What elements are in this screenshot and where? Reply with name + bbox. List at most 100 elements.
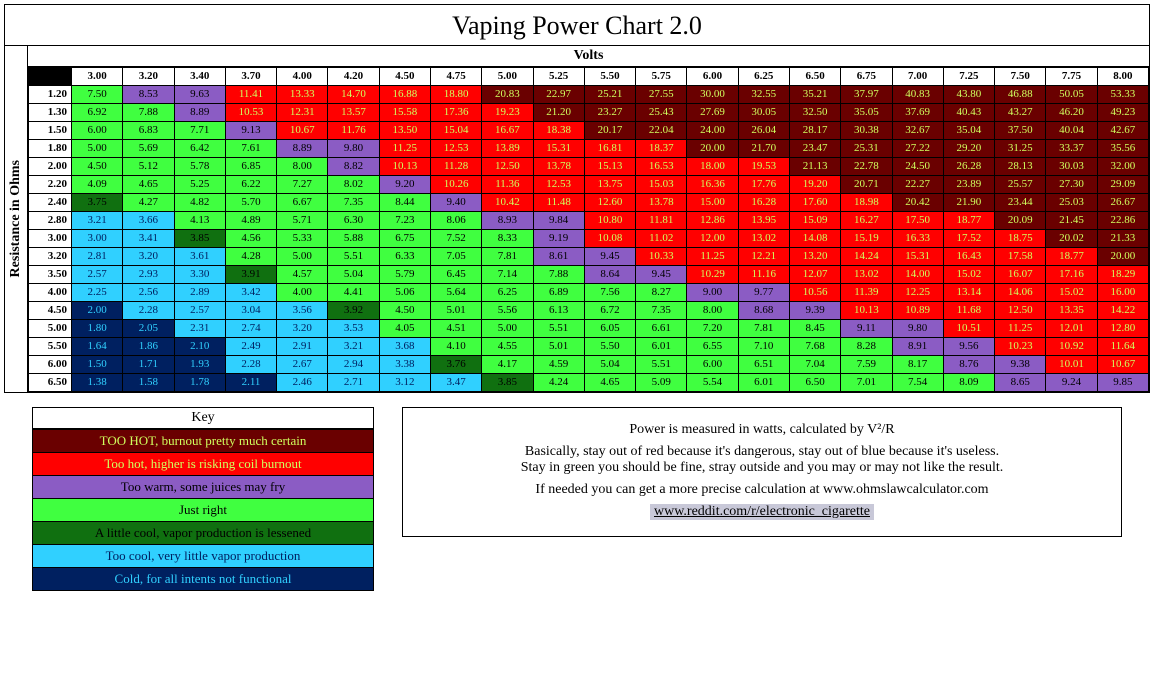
ohms-header: 3.20: [29, 248, 72, 266]
watt-cell: 10.80: [584, 212, 635, 230]
watt-cell: 14.06: [995, 284, 1046, 302]
volts-header: 7.00: [892, 68, 943, 86]
watt-cell: 8.33: [482, 230, 533, 248]
watt-cell: 28.13: [995, 158, 1046, 176]
ohms-header: 1.20: [29, 86, 72, 104]
watt-cell: 1.80: [72, 320, 123, 338]
watt-cell: 5.01: [533, 338, 584, 356]
watt-cell: 18.38: [533, 122, 584, 140]
watt-cell: 5.71: [277, 212, 328, 230]
watt-cell: 12.01: [1046, 320, 1097, 338]
watt-cell: 11.64: [1097, 338, 1148, 356]
watt-cell: 5.12: [123, 158, 174, 176]
source-link[interactable]: www.reddit.com/r/electronic_cigarette: [650, 504, 874, 520]
watt-cell: 21.33: [1097, 230, 1148, 248]
watt-cell: 8.64: [584, 266, 635, 284]
watt-cell: 2.91: [277, 338, 328, 356]
watt-cell: 13.95: [738, 212, 789, 230]
watt-cell: 25.03: [1046, 194, 1097, 212]
watt-cell: 8.89: [277, 140, 328, 158]
watt-cell: 11.36: [482, 176, 533, 194]
watt-cell: 3.76: [430, 356, 481, 374]
watt-cell: 7.81: [738, 320, 789, 338]
watt-cell: 5.79: [379, 266, 430, 284]
watt-cell: 7.14: [482, 266, 533, 284]
watt-cell: 15.31: [892, 248, 943, 266]
watt-cell: 14.24: [841, 248, 892, 266]
watt-cell: 16.36: [687, 176, 738, 194]
watt-cell: 6.42: [174, 140, 225, 158]
watt-cell: 46.20: [1046, 104, 1097, 122]
watt-cell: 16.33: [892, 230, 943, 248]
volts-header: 3.00: [72, 68, 123, 86]
watt-cell: 3.38: [379, 356, 430, 374]
volts-header: 5.25: [533, 68, 584, 86]
ohms-header: 1.50: [29, 122, 72, 140]
watt-cell: 1.71: [123, 356, 174, 374]
watt-cell: 16.53: [636, 158, 687, 176]
watt-cell: 7.68: [789, 338, 840, 356]
volts-header: 6.25: [738, 68, 789, 86]
watt-cell: 35.21: [789, 86, 840, 104]
watt-cell: 2.74: [225, 320, 276, 338]
watt-cell: 2.05: [123, 320, 174, 338]
watt-cell: 16.27: [841, 212, 892, 230]
watt-cell: 6.85: [225, 158, 276, 176]
watt-cell: 16.28: [738, 194, 789, 212]
watt-cell: 7.04: [789, 356, 840, 374]
volts-header: 5.00: [482, 68, 533, 86]
watt-cell: 11.39: [841, 284, 892, 302]
watt-cell: 24.00: [687, 122, 738, 140]
watt-cell: 3.85: [482, 374, 533, 392]
watt-cell: 10.08: [584, 230, 635, 248]
watt-cell: 9.84: [533, 212, 584, 230]
watt-cell: 30.05: [738, 104, 789, 122]
legend-row: Too hot, higher is risking coil burnout: [33, 452, 373, 475]
watt-cell: 8.53: [123, 86, 174, 104]
watt-cell: 1.93: [174, 356, 225, 374]
watt-cell: 23.89: [943, 176, 994, 194]
watt-cell: 13.02: [738, 230, 789, 248]
volts-header: 4.00: [277, 68, 328, 86]
watt-cell: 7.50: [72, 86, 123, 104]
watt-cell: 4.50: [72, 158, 123, 176]
watt-cell: 26.28: [943, 158, 994, 176]
watt-cell: 40.04: [1046, 122, 1097, 140]
watt-cell: 4.65: [123, 176, 174, 194]
watt-cell: 12.00: [687, 230, 738, 248]
watt-cell: 9.85: [1097, 374, 1148, 392]
watt-cell: 15.09: [789, 212, 840, 230]
ohms-header: 5.50: [29, 338, 72, 356]
watt-cell: 17.76: [738, 176, 789, 194]
watt-cell: 18.75: [995, 230, 1046, 248]
watt-cell: 3.85: [174, 230, 225, 248]
watt-cell: 8.06: [430, 212, 481, 230]
watt-cell: 24.50: [892, 158, 943, 176]
watt-cell: 12.21: [738, 248, 789, 266]
watt-cell: 35.56: [1097, 140, 1148, 158]
watt-cell: 9.39: [789, 302, 840, 320]
ohms-header: 3.00: [29, 230, 72, 248]
volts-header: 8.00: [1097, 68, 1148, 86]
watt-cell: 2.46: [277, 374, 328, 392]
watt-cell: 23.27: [584, 104, 635, 122]
watt-cell: 14.22: [1097, 302, 1148, 320]
watt-cell: 3.75: [72, 194, 123, 212]
watt-cell: 7.05: [430, 248, 481, 266]
watt-cell: 9.80: [328, 140, 379, 158]
watt-cell: 2.57: [72, 266, 123, 284]
watt-cell: 10.29: [687, 266, 738, 284]
watt-cell: 43.80: [943, 86, 994, 104]
watt-cell: 13.57: [328, 104, 379, 122]
watt-cell: 37.69: [892, 104, 943, 122]
volts-header: 6.75: [841, 68, 892, 86]
watt-cell: 3.56: [277, 302, 328, 320]
watt-cell: 5.00: [482, 320, 533, 338]
watt-cell: 8.45: [789, 320, 840, 338]
watt-cell: 42.67: [1097, 122, 1148, 140]
watt-cell: 4.27: [123, 194, 174, 212]
watt-cell: 25.57: [995, 176, 1046, 194]
watt-cell: 4.05: [379, 320, 430, 338]
watt-cell: 5.69: [123, 140, 174, 158]
watt-cell: 10.89: [892, 302, 943, 320]
